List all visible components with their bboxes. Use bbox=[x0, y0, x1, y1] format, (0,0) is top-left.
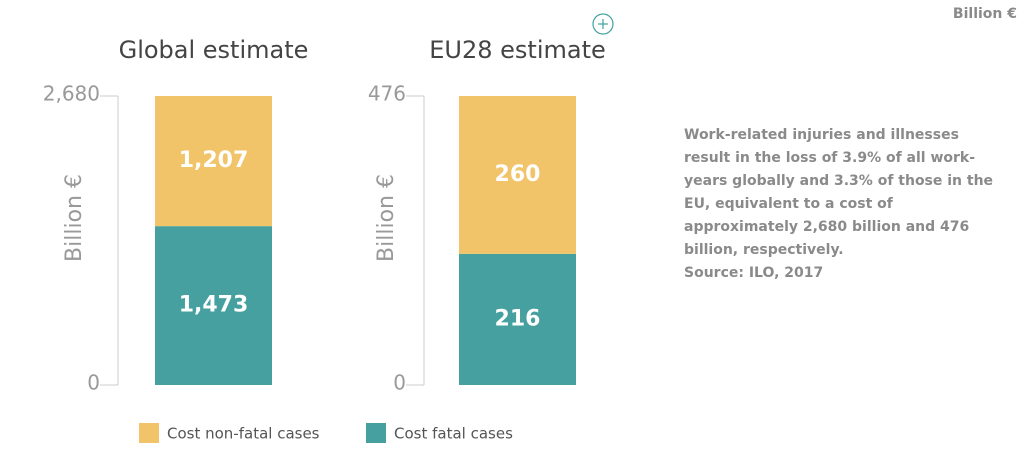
unit-label: Billion € bbox=[952, 6, 1017, 22]
legend-label: Cost non-fatal cases bbox=[167, 425, 320, 443]
y-tick-label: 0 bbox=[87, 371, 100, 395]
bar-segment bbox=[155, 96, 272, 227]
chart-title: Global estimate bbox=[119, 36, 309, 64]
bar-segment bbox=[459, 253, 576, 385]
legend-swatch bbox=[139, 423, 159, 443]
value-label: 260 bbox=[495, 162, 541, 187]
y-tick-label: 0 bbox=[393, 371, 406, 395]
y-axis-label: Billion € bbox=[374, 174, 399, 262]
source: Source: ILO, 2017 bbox=[684, 265, 824, 281]
legend-label: Cost fatal cases bbox=[394, 425, 513, 443]
bar-segment bbox=[155, 226, 272, 385]
expand-icon[interactable] bbox=[592, 13, 614, 35]
legend-swatch bbox=[366, 423, 386, 443]
y-tick-label: 2,680 bbox=[43, 82, 100, 106]
value-label: 216 bbox=[495, 306, 541, 331]
value-label: 1,207 bbox=[179, 148, 249, 173]
chart-title: EU28 estimate bbox=[429, 36, 606, 64]
bar-segment bbox=[459, 96, 576, 254]
y-axis-label: Billion € bbox=[62, 174, 87, 262]
note-text: Work-related injuries and illnesses resu… bbox=[684, 127, 994, 258]
y-tick-label: 476 bbox=[368, 82, 406, 106]
note: Work-related injuries and illnesses resu… bbox=[684, 124, 1004, 285]
value-label: 1,473 bbox=[179, 293, 249, 318]
